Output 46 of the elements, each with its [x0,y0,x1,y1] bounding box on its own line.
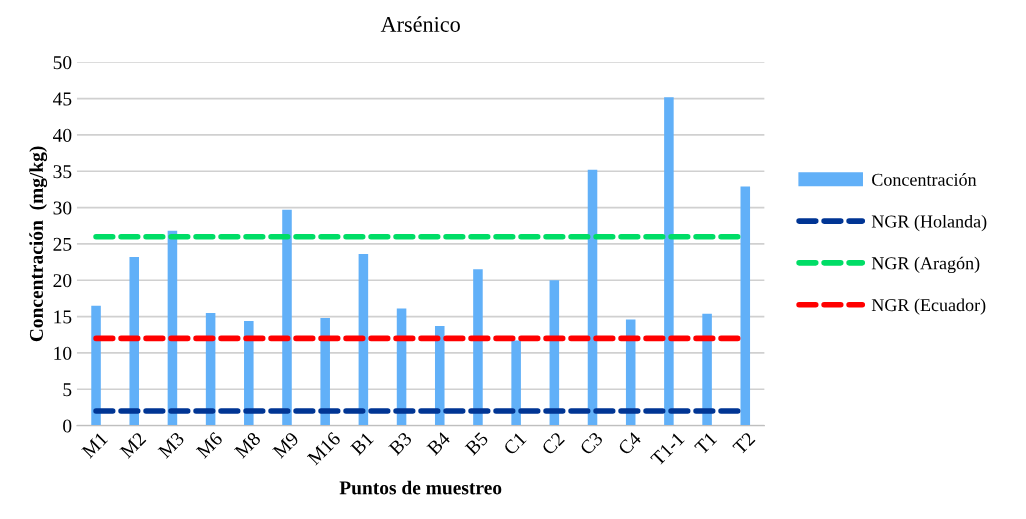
bar [434,326,445,426]
bar [129,257,140,426]
x-axis-title: Puntos de muestreo [339,480,502,495]
bar [702,313,712,426]
y-tick-label: 30 [53,201,72,215]
x-tick-label: M2 [119,431,147,459]
x-tick-label: M8 [233,431,262,459]
bar [664,97,674,426]
y-tick-label: 50 [53,56,72,70]
x-tick-label: M6 [195,431,224,459]
x-tick-label: C4 [617,431,642,456]
x-tick-label: C1 [502,431,527,456]
x-tick-label: T1-1 [650,431,685,467]
y-tick-label: 20 [53,274,72,288]
y-tick-label: 35 [53,165,72,179]
x-tick-label: C2 [541,431,566,456]
bar [473,269,483,426]
bar [587,169,598,426]
chart-title: Arsénico [380,16,460,32]
bar [511,340,521,426]
legend-label: NGR (Ecuador) [871,298,986,315]
bar [740,186,751,426]
x-tick-label: M1 [81,431,109,459]
y-tick-label: 40 [53,128,72,142]
bar [91,305,101,426]
x-tick-label: T2 [732,431,756,456]
y-tick-label: 0 [63,419,72,433]
y-tick-label: 10 [54,346,72,360]
x-tick-label: B3 [388,431,413,456]
legend-label: NGR (Aragón) [871,256,980,274]
y-axis-title: Concentración (mg/kg) [29,146,48,342]
legend-label: Concentración [872,173,977,186]
legend-label: NGR (Holanda) [871,214,987,232]
bar [282,209,292,426]
y-tick-label: 45 [53,92,72,106]
x-tick-label: B5 [464,431,489,456]
x-tick-label: C3 [579,431,604,456]
y-tick-label: 25 [53,237,72,251]
bar [358,254,369,426]
x-tick-label: M9 [272,431,300,459]
x-tick-label: B4 [426,431,451,456]
y-tick-label: 15 [54,310,72,324]
x-tick-label: T1 [693,431,718,456]
x-tick-label: M3 [157,431,185,459]
x-tick-label: B1 [349,431,374,456]
y-tick-label: 5 [63,383,72,397]
